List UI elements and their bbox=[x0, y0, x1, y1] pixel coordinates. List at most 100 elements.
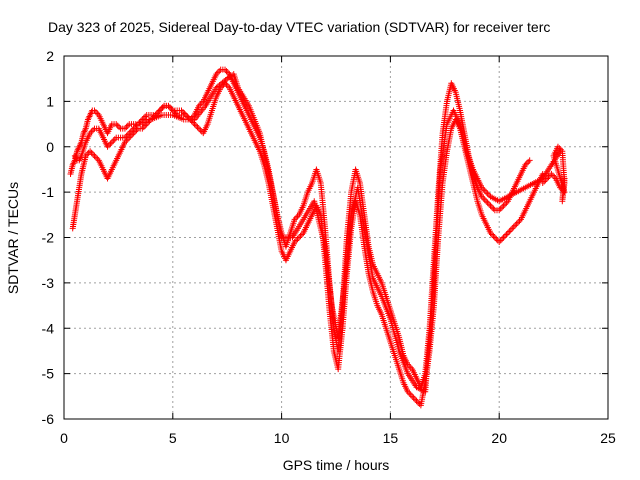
data-point bbox=[500, 202, 507, 209]
data-point bbox=[110, 137, 117, 144]
x-tick-label: 5 bbox=[169, 430, 177, 446]
data-point bbox=[488, 204, 495, 211]
data-point bbox=[513, 220, 520, 227]
data-point bbox=[509, 225, 516, 232]
data-point bbox=[483, 198, 490, 205]
data-point bbox=[294, 236, 301, 243]
data-point bbox=[297, 232, 304, 239]
data-point bbox=[197, 127, 204, 134]
data-point bbox=[194, 124, 201, 131]
data-point bbox=[195, 125, 202, 132]
data-point bbox=[497, 237, 504, 244]
data-point bbox=[179, 108, 186, 115]
data-point bbox=[486, 201, 493, 208]
data-point bbox=[108, 139, 115, 146]
data-point bbox=[496, 239, 503, 246]
data-points bbox=[67, 66, 568, 409]
y-tick-label: -3 bbox=[42, 275, 55, 291]
x-tick-label: 15 bbox=[383, 430, 399, 446]
data-point bbox=[504, 229, 511, 236]
data-point bbox=[512, 222, 519, 229]
y-tick-label: 2 bbox=[46, 48, 54, 64]
data-point bbox=[414, 399, 421, 406]
y-axis-title: SDTVAR / TECUs bbox=[5, 182, 21, 294]
data-point bbox=[490, 205, 497, 212]
data-point bbox=[92, 154, 99, 161]
data-point bbox=[90, 151, 97, 158]
data-point bbox=[142, 118, 149, 125]
x-axis-ticks: 0 5 10 15 20 25 bbox=[60, 56, 616, 446]
y-tick-label: -2 bbox=[42, 230, 55, 246]
data-point bbox=[91, 152, 98, 159]
data-point bbox=[126, 130, 133, 137]
y-tick-label: -6 bbox=[42, 411, 55, 427]
data-point bbox=[216, 68, 223, 75]
data-point bbox=[561, 175, 568, 182]
data-point bbox=[503, 231, 510, 238]
data-point bbox=[111, 136, 118, 143]
data-point bbox=[124, 131, 131, 138]
data-point bbox=[92, 108, 99, 115]
data-point bbox=[412, 396, 419, 403]
data-point bbox=[140, 119, 147, 126]
data-point bbox=[90, 127, 97, 134]
data-point bbox=[193, 122, 200, 129]
y-axis-ticks: -6 -5 -4 -3 -2 -1 0 1 2 bbox=[42, 48, 608, 427]
data-point bbox=[499, 236, 506, 243]
data-point bbox=[500, 234, 507, 241]
data-point bbox=[223, 68, 230, 75]
data-point bbox=[407, 391, 414, 398]
data-point bbox=[133, 122, 140, 129]
data-point bbox=[507, 226, 514, 233]
x-tick-label: 0 bbox=[60, 430, 68, 446]
data-point bbox=[484, 190, 491, 197]
data-point bbox=[159, 104, 166, 111]
data-point bbox=[490, 232, 497, 239]
data-point bbox=[166, 104, 173, 111]
data-point bbox=[487, 202, 494, 209]
data-point bbox=[168, 105, 175, 112]
data-point bbox=[515, 219, 522, 226]
data-point bbox=[124, 122, 131, 129]
data-point bbox=[116, 124, 123, 131]
data-point bbox=[499, 204, 506, 211]
y-tick-label: -5 bbox=[42, 366, 55, 382]
data-point bbox=[123, 124, 130, 131]
data-point bbox=[484, 199, 491, 206]
x-axis-title: GPS time / hours bbox=[283, 457, 390, 473]
data-point bbox=[129, 127, 136, 134]
data-point bbox=[181, 110, 188, 117]
data-point bbox=[481, 196, 488, 203]
data-point bbox=[127, 128, 134, 135]
data-point bbox=[184, 113, 191, 120]
data-point bbox=[502, 232, 509, 239]
y-tick-label: -1 bbox=[42, 184, 55, 200]
data-point bbox=[493, 236, 500, 243]
data-point bbox=[87, 148, 94, 155]
x-tick-label: 25 bbox=[600, 430, 616, 446]
data-point bbox=[190, 119, 197, 126]
data-point bbox=[525, 158, 532, 165]
data-point bbox=[491, 234, 498, 241]
plot-frame bbox=[63, 55, 609, 420]
y-tick-label: 0 bbox=[46, 139, 54, 155]
data-point bbox=[114, 122, 121, 129]
data-point bbox=[107, 140, 114, 147]
data-point bbox=[497, 205, 504, 212]
y-tick-label: -4 bbox=[42, 320, 55, 336]
data-point bbox=[410, 394, 417, 401]
data-point bbox=[132, 124, 139, 131]
x-tick-label: 10 bbox=[274, 430, 290, 446]
data-point bbox=[158, 105, 165, 112]
data-point bbox=[483, 189, 490, 196]
data-point bbox=[123, 133, 130, 140]
data-point bbox=[185, 115, 192, 122]
data-point bbox=[409, 393, 416, 400]
data-point bbox=[526, 157, 533, 164]
data-point bbox=[296, 234, 303, 241]
data-point bbox=[510, 223, 517, 230]
data-point bbox=[88, 149, 95, 156]
chart-title: Day 323 of 2025, Sidereal Day-to-day VTE… bbox=[48, 19, 550, 35]
data-point bbox=[506, 228, 513, 235]
